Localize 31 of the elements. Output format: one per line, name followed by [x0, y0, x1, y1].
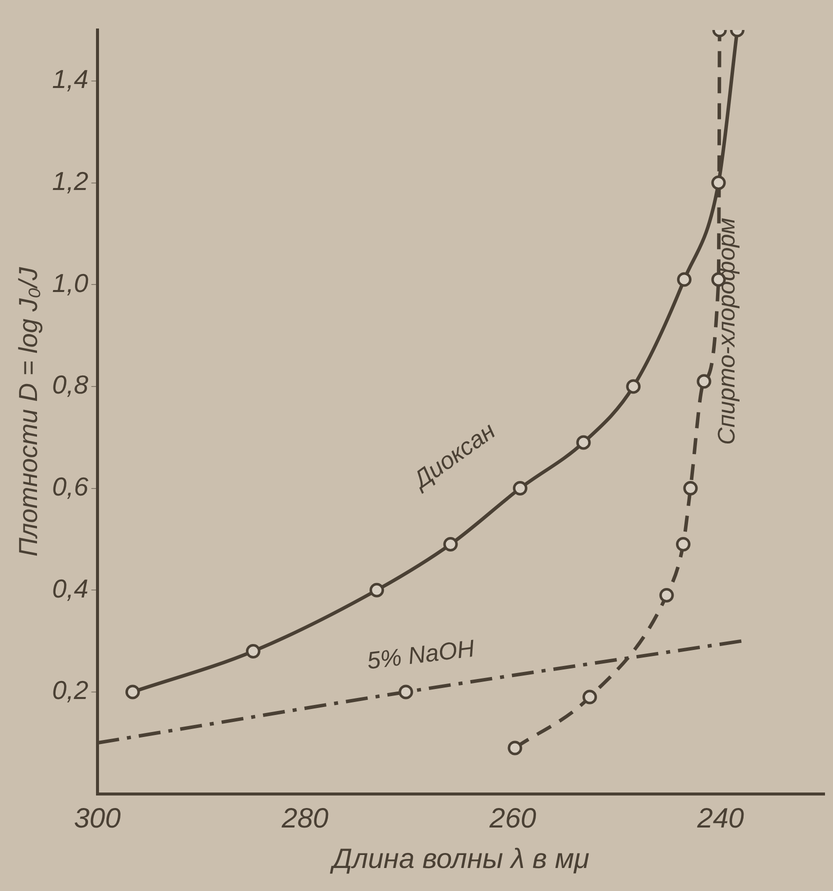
- point: [398, 684, 414, 700]
- x-axis-title: Длина волны λ в мμ: [329, 842, 590, 874]
- y-tick-label: 0,8: [52, 370, 89, 400]
- x-tick-label: 260: [488, 802, 537, 834]
- point: [576, 435, 591, 450]
- point: [508, 740, 522, 756]
- point: [125, 684, 140, 700]
- point: [711, 176, 726, 190]
- point: [370, 582, 384, 598]
- y-tick-label: 0,6: [52, 472, 89, 502]
- point: [512, 481, 528, 496]
- point: [683, 481, 698, 496]
- x-tick-label: 300: [74, 802, 122, 834]
- point: [676, 537, 690, 552]
- point: [677, 272, 692, 287]
- text: Спирто-хлороформ: [714, 218, 741, 445]
- x-tick-label: 240: [696, 802, 744, 834]
- point: [443, 537, 458, 552]
- text: 5% NaOH: [366, 635, 477, 676]
- y-tick-label: 0,2: [52, 675, 89, 706]
- y-tick-label: 1,0: [52, 268, 89, 298]
- point: [696, 374, 712, 389]
- point: [246, 644, 260, 658]
- y-tick-label: 1,2: [52, 166, 89, 196]
- point: [659, 588, 674, 602]
- point: [626, 379, 641, 394]
- y-tick-label: 1,4: [52, 64, 88, 94]
- point: [582, 690, 597, 704]
- y-axis-title: Плотности D = log J₀/J: [12, 266, 43, 557]
- y-tick-label: 0,4: [52, 573, 88, 604]
- x-tick-label: 280: [280, 802, 329, 834]
